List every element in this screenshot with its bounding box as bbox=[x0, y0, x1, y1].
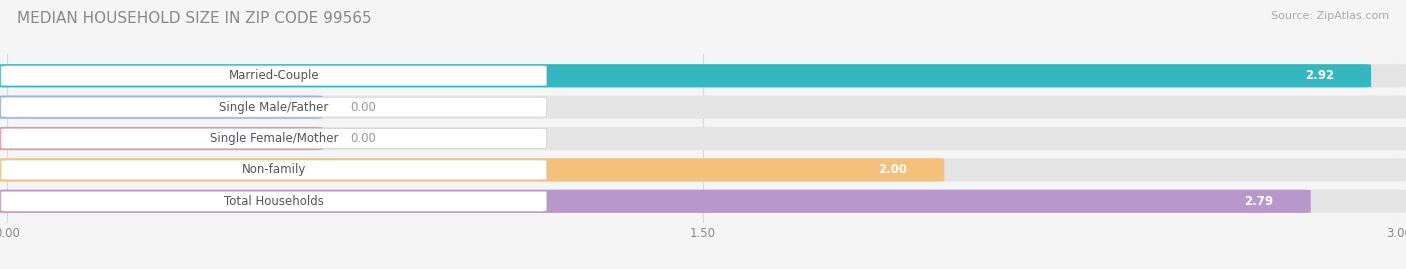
FancyBboxPatch shape bbox=[0, 127, 322, 150]
FancyBboxPatch shape bbox=[0, 158, 1406, 182]
FancyBboxPatch shape bbox=[0, 127, 1406, 150]
Text: 0.00: 0.00 bbox=[350, 101, 377, 114]
Text: Total Households: Total Households bbox=[224, 195, 323, 208]
FancyBboxPatch shape bbox=[0, 95, 322, 119]
FancyBboxPatch shape bbox=[0, 64, 1406, 87]
Text: 2.92: 2.92 bbox=[1305, 69, 1334, 82]
FancyBboxPatch shape bbox=[1, 97, 547, 117]
Text: Single Female/Mother: Single Female/Mother bbox=[209, 132, 337, 145]
FancyBboxPatch shape bbox=[1, 192, 547, 211]
FancyBboxPatch shape bbox=[0, 95, 1406, 119]
Text: 2.00: 2.00 bbox=[879, 164, 907, 176]
Text: 0.00: 0.00 bbox=[350, 132, 377, 145]
FancyBboxPatch shape bbox=[0, 190, 1406, 213]
Text: MEDIAN HOUSEHOLD SIZE IN ZIP CODE 99565: MEDIAN HOUSEHOLD SIZE IN ZIP CODE 99565 bbox=[17, 11, 371, 26]
FancyBboxPatch shape bbox=[1, 66, 547, 86]
Text: Single Male/Father: Single Male/Father bbox=[219, 101, 329, 114]
Text: Non-family: Non-family bbox=[242, 164, 307, 176]
FancyBboxPatch shape bbox=[0, 190, 1310, 213]
Text: 2.79: 2.79 bbox=[1244, 195, 1274, 208]
FancyBboxPatch shape bbox=[0, 158, 945, 182]
Text: Source: ZipAtlas.com: Source: ZipAtlas.com bbox=[1271, 11, 1389, 21]
FancyBboxPatch shape bbox=[0, 64, 1371, 87]
FancyBboxPatch shape bbox=[1, 129, 547, 148]
FancyBboxPatch shape bbox=[1, 160, 547, 180]
Text: Married-Couple: Married-Couple bbox=[229, 69, 319, 82]
